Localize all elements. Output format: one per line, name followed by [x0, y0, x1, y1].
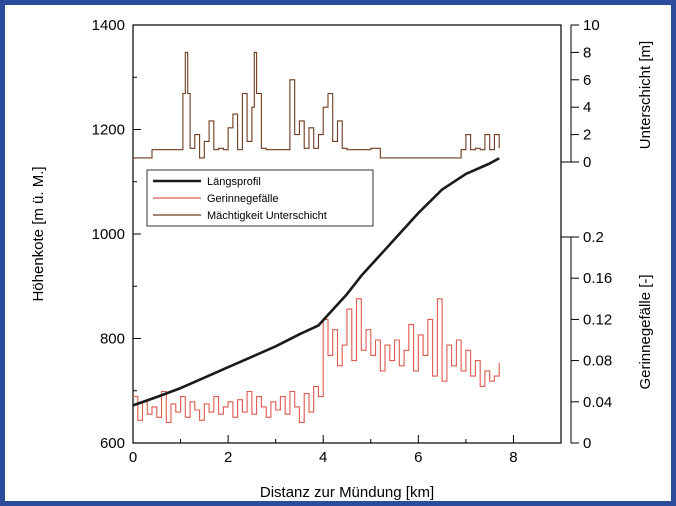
left-tick-label: 1400: [92, 17, 125, 34]
right-top-tick-label: 0: [583, 154, 591, 171]
right-bottom-axis-label: Gerinnegefälle [-]: [637, 274, 654, 389]
right-top-tick-label: 10: [583, 17, 600, 34]
legend-label-maechtigkeit: Mächtigkeit Unterschicht: [207, 210, 327, 222]
x-tick-label: 2: [224, 449, 232, 466]
right-bottom-tick-label: 0: [583, 435, 591, 452]
right-top-tick-label: 4: [583, 99, 591, 116]
left-tick-label: 1200: [92, 122, 125, 139]
legend-label-laengsprofil: Längsprofil: [207, 176, 261, 188]
right-bottom-tick-label: 0.2: [583, 229, 604, 246]
right-bottom-tick-label: 0.04: [583, 394, 612, 411]
legend: Längsprofil Gerinnegefälle Mächtigkeit U…: [146, 169, 374, 227]
series-gerinnegefaelle-line: [133, 298, 500, 423]
right-top-axis-label: Unterschicht [m]: [637, 41, 654, 149]
right-bottom-tick-label: 0.08: [583, 353, 612, 370]
right-top-tick-label: 8: [583, 44, 591, 61]
x-axis-label: Distanz zur Mündung [km]: [260, 484, 434, 501]
right-top-tick-label: 6: [583, 72, 591, 89]
right-top-tick-label: 2: [583, 127, 591, 144]
x-tick-label: 4: [319, 449, 327, 466]
x-tick-label: 0: [129, 449, 137, 466]
series-laengsprofil-line: [132, 157, 500, 407]
left-axis-label: Höhenkote [m ü. M.]: [30, 166, 47, 301]
series-maechtigkeit-unterschicht-line: [133, 51, 500, 159]
x-tick-label: 6: [414, 449, 422, 466]
left-tick-label: 1000: [92, 226, 125, 243]
x-tick-label: 8: [509, 449, 517, 466]
left-tick-label: 600: [100, 435, 125, 452]
left-tick-label: 800: [100, 331, 125, 348]
right-bottom-tick-label: 0.16: [583, 270, 612, 287]
chart: 0 2 4 6 8 600 800 1000 1200 1400 0 2 4 6 8 10 0 0.04 0.08 0…: [30, 17, 654, 501]
right-bottom-tick-label: 0.12: [583, 311, 612, 328]
legend-label-gerinnegefaelle: Gerinnegefälle: [207, 193, 279, 205]
